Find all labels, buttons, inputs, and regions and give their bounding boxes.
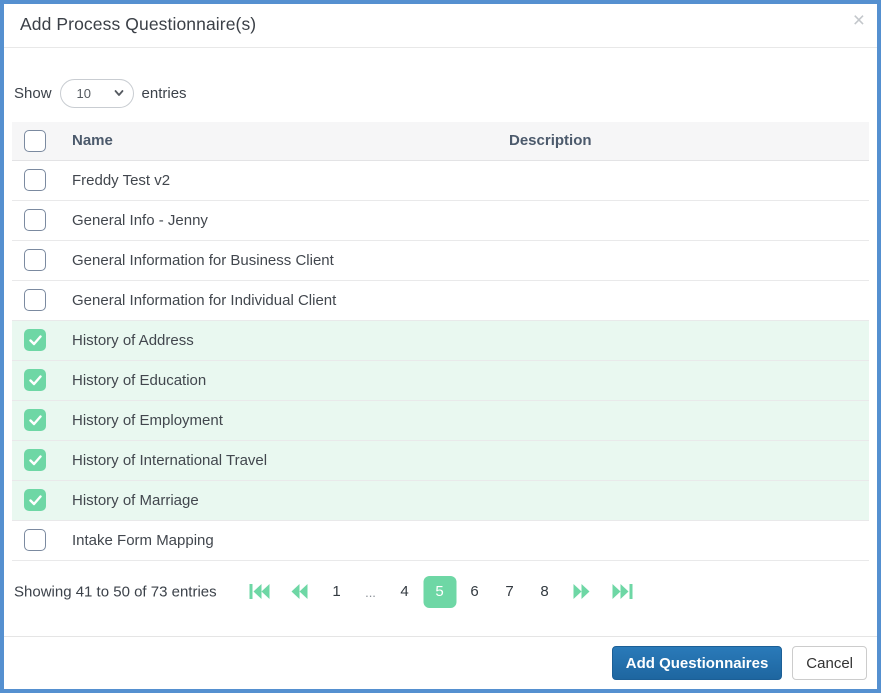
select-all-checkbox[interactable] bbox=[24, 129, 46, 152]
pagination: Showing 41 to 50 of 73 entries 1... 4 5 6 7 8 bbox=[12, 575, 869, 609]
modal-title: Add Process Questionnaire(s) bbox=[20, 14, 257, 34]
row-name: History of International Travel bbox=[72, 451, 268, 469]
row-checkbox[interactable] bbox=[24, 329, 46, 351]
row-description bbox=[509, 160, 869, 200]
entries-label: entries bbox=[141, 85, 187, 102]
row-description bbox=[509, 400, 869, 440]
modal-header: Add Process Questionnaire(s) × bbox=[4, 4, 877, 48]
row-name: History of Education bbox=[72, 371, 207, 389]
row-checkbox[interactable] bbox=[24, 289, 46, 311]
table-row: History of International Travel bbox=[12, 440, 869, 480]
row-name: History of Marriage bbox=[72, 491, 199, 509]
pagination-page-4[interactable]: 4 bbox=[400, 583, 409, 600]
questionnaires-table: Name Description Freddy Test v2 General … bbox=[12, 122, 869, 561]
row-description bbox=[509, 320, 869, 360]
pagination-page-1[interactable]: 1 bbox=[332, 583, 341, 600]
pagination-page-7[interactable]: 7 bbox=[505, 583, 514, 600]
add-questionnaires-button[interactable]: Add Questionnaires bbox=[611, 646, 783, 680]
pagination-prev-button[interactable] bbox=[279, 576, 319, 608]
check-icon bbox=[28, 454, 42, 465]
check-icon bbox=[28, 334, 42, 345]
table-row: General Information for Business Client bbox=[12, 240, 869, 280]
row-description bbox=[509, 480, 869, 520]
pagination-controls: 1... 4 5 6 7 8 bbox=[239, 575, 642, 608]
table-row: History of Marriage bbox=[12, 480, 869, 520]
row-description bbox=[509, 520, 869, 560]
table-row: History of Education bbox=[12, 360, 869, 400]
last-page-icon bbox=[612, 584, 632, 599]
check-icon bbox=[28, 374, 42, 385]
column-header-description[interactable]: Description bbox=[509, 122, 869, 161]
row-description bbox=[509, 240, 869, 280]
row-checkbox[interactable] bbox=[24, 249, 46, 271]
cancel-button[interactable]: Cancel bbox=[792, 646, 867, 680]
page-size-select[interactable]: 10 bbox=[59, 79, 134, 108]
page-size-select-wrap: 10 bbox=[59, 79, 134, 108]
check-icon bbox=[28, 414, 42, 425]
table-row: General Info - Jenny bbox=[12, 200, 869, 240]
row-description bbox=[509, 200, 869, 240]
table-row: History of Address bbox=[12, 320, 869, 360]
row-checkbox[interactable] bbox=[24, 369, 46, 391]
row-checkbox[interactable] bbox=[24, 529, 46, 551]
row-name: History of Address bbox=[72, 331, 194, 349]
row-name: General Info - Jenny bbox=[72, 211, 208, 229]
modal-body: Show 10 entries bbox=[4, 79, 877, 609]
row-name: General Information for Individual Clien… bbox=[72, 291, 337, 309]
pagination-last-button[interactable] bbox=[602, 576, 642, 608]
row-checkbox[interactable] bbox=[24, 489, 46, 511]
modal-footer: Add Questionnaires Cancel bbox=[4, 636, 877, 689]
row-checkbox[interactable] bbox=[24, 209, 46, 231]
table-row: History of Employment bbox=[12, 400, 869, 440]
next-page-icon bbox=[573, 584, 590, 599]
row-name: Intake Form Mapping bbox=[72, 531, 214, 549]
pagination-next-button[interactable] bbox=[562, 576, 602, 608]
row-name: General Information for Business Client bbox=[72, 251, 334, 269]
show-label: Show bbox=[14, 85, 52, 102]
row-description bbox=[509, 440, 869, 480]
row-name: History of Employment bbox=[72, 411, 223, 429]
row-checkbox[interactable] bbox=[24, 169, 46, 191]
pagination-page-5[interactable]: 5 bbox=[423, 575, 456, 608]
row-description bbox=[509, 280, 869, 320]
check-icon bbox=[28, 494, 42, 505]
table-row: General Information for Individual Clien… bbox=[12, 280, 869, 320]
page-size-control: Show 10 entries bbox=[14, 79, 867, 108]
pagination-first-button[interactable] bbox=[239, 576, 279, 608]
row-checkbox[interactable] bbox=[24, 409, 46, 431]
table-row: Intake Form Mapping bbox=[12, 520, 869, 560]
row-description bbox=[509, 360, 869, 400]
table-row: Freddy Test v2 bbox=[12, 160, 869, 200]
column-header-name[interactable]: Name bbox=[72, 122, 509, 161]
results-summary: Showing 41 to 50 of 73 entries bbox=[14, 583, 217, 600]
previous-page-icon bbox=[291, 584, 308, 599]
pagination-page-6[interactable]: 6 bbox=[470, 583, 479, 600]
pagination-ellipsis: ... bbox=[365, 584, 376, 600]
row-name: Freddy Test v2 bbox=[72, 171, 171, 189]
table-header-row: Name Description bbox=[12, 122, 869, 161]
first-page-icon bbox=[249, 584, 269, 599]
pagination-page-8[interactable]: 8 bbox=[540, 583, 549, 600]
row-checkbox[interactable] bbox=[24, 449, 46, 471]
close-icon[interactable]: × bbox=[852, 9, 865, 32]
